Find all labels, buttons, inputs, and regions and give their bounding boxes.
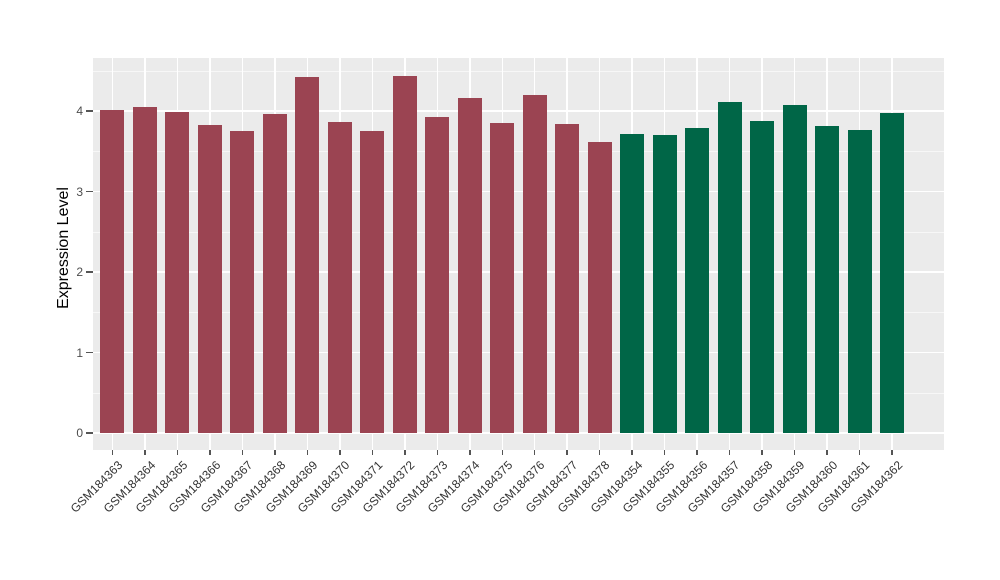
h-gridline-minor <box>93 231 944 233</box>
x-tick-mark <box>858 450 861 455</box>
h-gridline-major <box>93 110 944 112</box>
bar-GSM184359 <box>782 104 807 433</box>
y-axis-title: Expression Level <box>55 187 72 309</box>
x-tick-mark <box>241 450 244 455</box>
x-tick-mark <box>761 450 763 455</box>
y-tick-mark <box>86 432 93 434</box>
x-tick-mark <box>533 450 536 455</box>
h-gridline-major <box>93 271 944 273</box>
bar-GSM184375 <box>490 123 515 433</box>
x-tick-mark <box>501 450 503 455</box>
y-tick-label: 2 <box>76 265 83 279</box>
x-tick-mark <box>469 450 471 455</box>
bar-GSM184374 <box>457 98 482 433</box>
h-gridline-minor <box>93 392 944 394</box>
h-gridline-minor <box>93 312 944 314</box>
x-tick-mark <box>404 450 406 455</box>
bar-GSM184367 <box>230 131 255 433</box>
x-tick-mark <box>566 450 568 455</box>
bar-GSM184366 <box>197 124 222 433</box>
plot-panel <box>93 58 944 450</box>
x-tick-mark <box>631 450 633 455</box>
bar-GSM184364 <box>132 106 157 433</box>
x-tick-mark <box>111 450 114 455</box>
y-tick-label: 4 <box>76 104 83 118</box>
h-gridline-minor <box>93 70 944 72</box>
bar-GSM184378 <box>587 141 612 433</box>
bar-GSM184356 <box>685 127 710 433</box>
x-tick-mark <box>274 450 276 455</box>
h-gridline-major <box>93 432 944 434</box>
y-tick-mark <box>86 351 93 354</box>
x-tick-mark <box>793 450 796 455</box>
x-tick-mark <box>144 450 146 455</box>
bar-GSM184357 <box>717 102 742 433</box>
y-tick-label: 0 <box>76 426 83 440</box>
h-gridline-major <box>93 190 944 193</box>
bar-GSM184372 <box>392 75 417 433</box>
x-tick-mark <box>339 450 341 455</box>
bar-GSM184373 <box>425 116 450 433</box>
bar-GSM184360 <box>815 126 840 433</box>
bar-GSM184376 <box>522 94 547 433</box>
bar-GSM184368 <box>262 114 287 433</box>
x-tick-mark <box>891 450 893 455</box>
x-tick-mark <box>663 450 666 455</box>
y-tick-mark <box>86 110 93 112</box>
bar-GSM184370 <box>327 122 352 433</box>
x-tick-mark <box>696 450 698 455</box>
bar-GSM184365 <box>165 111 190 433</box>
x-tick-mark <box>176 450 179 455</box>
bar-GSM184354 <box>620 133 645 433</box>
x-tick-mark <box>728 450 731 455</box>
x-tick-mark <box>436 450 439 455</box>
h-gridline-minor <box>93 151 944 153</box>
bar-GSM184358 <box>750 121 775 433</box>
bar-GSM184361 <box>847 130 872 433</box>
bar-GSM184369 <box>295 77 320 433</box>
x-tick-mark <box>598 450 601 455</box>
x-tick-mark <box>371 450 374 455</box>
h-gridline-major <box>93 351 944 354</box>
y-tick-mark <box>86 271 93 273</box>
x-tick-mark <box>826 450 828 455</box>
x-tick-mark <box>306 450 309 455</box>
y-tick-label: 1 <box>76 345 83 360</box>
bar-GSM184362 <box>880 112 905 433</box>
bar-GSM184363 <box>100 110 125 433</box>
bar-GSM184355 <box>652 135 677 433</box>
y-tick-mark <box>86 190 93 193</box>
bar-GSM184371 <box>360 131 385 433</box>
bar-GSM184377 <box>555 123 580 433</box>
x-tick-mark <box>209 450 211 455</box>
y-tick-label: 3 <box>76 184 83 199</box>
